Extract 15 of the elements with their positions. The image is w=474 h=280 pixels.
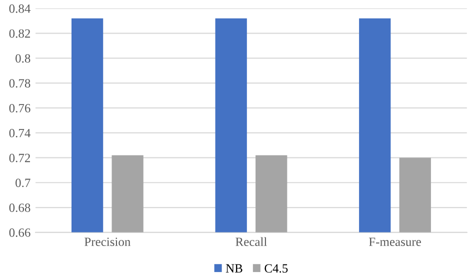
y-tick-label: 0.7 (16, 178, 30, 188)
y-tick-label: 0.8 (16, 54, 30, 63)
y-tick-label: 0.84 (9, 4, 30, 13)
x-tick-label: Precision (84, 238, 131, 246)
y-tick-label: 0.74 (9, 128, 30, 138)
x-tick-label: Recall (236, 237, 267, 246)
legend-label: C4.5 (264, 264, 288, 273)
y-tick-label: 0.66 (9, 228, 30, 237)
legend-label: NB (226, 264, 242, 273)
y-tick-label: 0.68 (9, 204, 30, 212)
y-tick-label: 0.78 (9, 79, 30, 88)
y-tick-label: 0.72 (9, 154, 30, 162)
x-tick-label: F-measure (368, 238, 421, 246)
y-tick-label: 0.76 (9, 104, 30, 112)
y-tick-label: 0.82 (9, 29, 30, 38)
